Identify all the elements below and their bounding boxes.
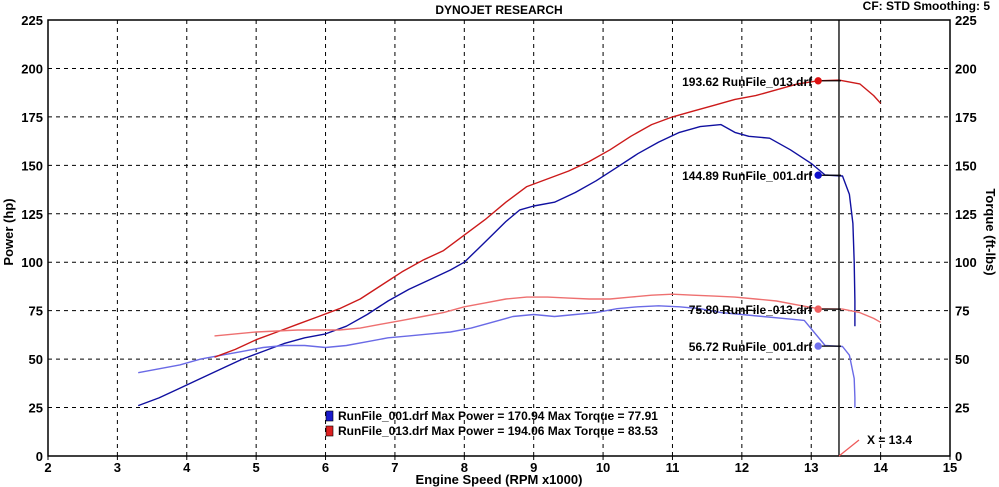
y-axis-title-right: Torque (ft-lbs) [983,188,998,275]
legend-entry: RunFile_013.drf Max Power = 194.06 Max T… [338,424,658,438]
marker-dot [814,342,822,350]
y-tick-label-left: 225 [21,13,43,28]
marker-dot [814,77,822,85]
series-line-runfile001drf-power [137,123,856,407]
y-tick-label-right: 50 [955,352,969,367]
series-line-runfile001drf-torque [138,305,856,408]
x-tick-label: 13 [804,460,818,475]
grid [48,20,950,456]
cursor-indicator [838,439,860,457]
x-tick-label: 12 [735,460,749,475]
cursor-readout: X = 13.4 [867,433,912,447]
plot-area [47,19,951,457]
legend-swatch [325,425,334,437]
marker-dot [814,305,822,313]
x-tick-label: 3 [114,460,121,475]
y-tick-label-right: 25 [955,401,969,416]
y-tick-label-left: 75 [29,304,43,319]
y-tick-label-right: 200 [955,61,977,76]
marker-label: 144.89 RunFile_001.drf [682,169,813,183]
x-tick-label: 9 [530,460,537,475]
marker-label: 56.72 RunFile_001.drf [689,340,813,354]
x-tick-label: 10 [596,460,610,475]
marker-label: 75.80 RunFile_013.drf [689,303,813,317]
legend-entry: RunFile_001.drf Max Power = 170.94 Max T… [338,409,658,423]
x-axis-title: Engine Speed (RPM x1000) [416,472,583,487]
x-tick-label: 15 [943,460,957,475]
y-tick-label-left: 200 [21,61,43,76]
x-tick-label: 2 [44,460,51,475]
x-tick-label: 6 [322,460,329,475]
y-tick-label-left: 25 [29,401,43,416]
legend: RunFile_001.drf Max Power = 170.94 Max T… [325,409,658,438]
x-tick-label: 5 [253,460,260,475]
x-tick-label: 14 [873,460,888,475]
y-tick-label-right: 125 [955,207,977,222]
y-tick-label-left: 0 [36,449,43,464]
y-tick-label-left: 150 [21,158,43,173]
settings-readout: CF: STD Smoothing: 5 [863,0,991,13]
y-tick-label-right: 100 [955,255,977,270]
x-tick-label: 7 [391,460,398,475]
plot-border [47,19,951,457]
series-line-runfile013drf-power [214,79,882,358]
y-tick-label-left: 175 [21,110,43,125]
marker-dot [814,171,822,179]
y-axis-title-left: Power (hp) [1,198,16,265]
y-tick-label-right: 0 [955,449,962,464]
cursor[interactable]: X = 13.4 [838,20,912,457]
series-lines [137,79,882,408]
y-tick-label-right: 175 [955,110,977,125]
y-tick-label-right: 225 [955,13,977,28]
y-tick-label-left: 125 [21,207,43,222]
value-markers: 193.62 RunFile_013.drf 144.89 RunFile_001… [682,75,841,354]
series-line-runfile013drf-torque [214,293,881,337]
x-tick-label: 8 [461,460,468,475]
y-tick-label-right: 150 [955,158,977,173]
chart-title: DYNOJET RESEARCH [435,3,562,17]
x-tick-label: 4 [183,460,191,475]
y-tick-label-left: 50 [29,352,43,367]
marker-label: 193.62 RunFile_013.drf [682,75,813,89]
x-tick-label: 11 [666,460,680,475]
legend-swatch [325,410,334,422]
y-tick-label-right: 75 [955,304,969,319]
y-tick-label-left: 100 [21,255,43,270]
